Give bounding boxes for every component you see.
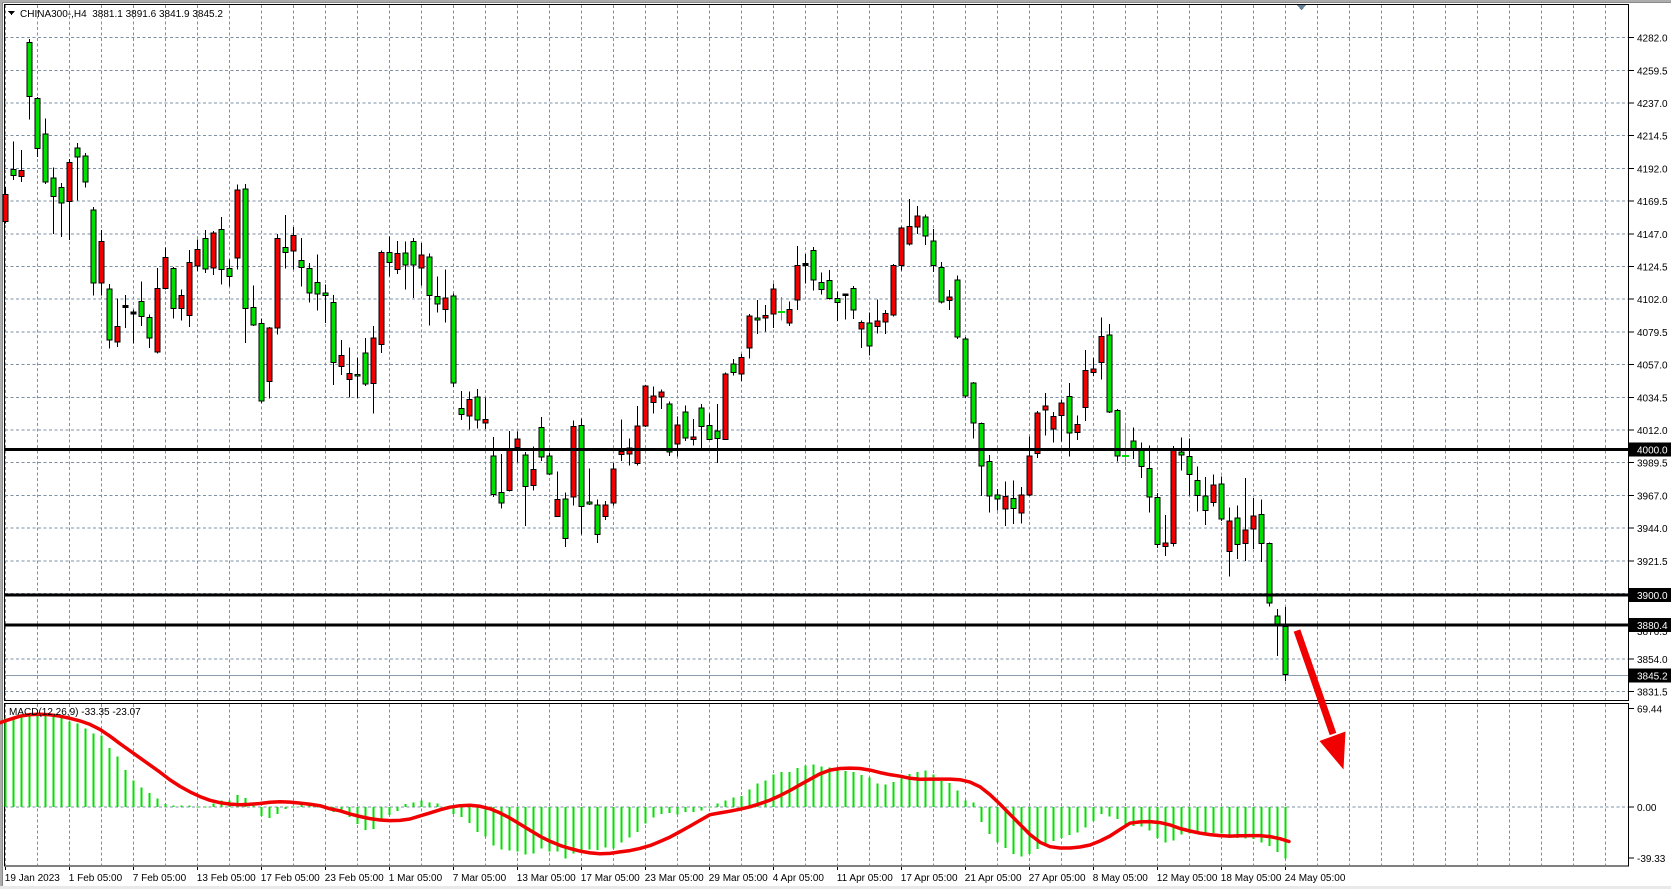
svg-text:12 May 05:00: 12 May 05:00 <box>1157 873 1218 884</box>
svg-text:18 May 05:00: 18 May 05:00 <box>1221 873 1282 884</box>
svg-text:MACD(12,26,9) -33.35 -23.07: MACD(12,26,9) -33.35 -23.07 <box>9 707 141 718</box>
svg-text:4102.0: 4102.0 <box>1637 295 1668 306</box>
svg-text:4282.0: 4282.0 <box>1637 34 1668 45</box>
svg-text:4124.5: 4124.5 <box>1637 263 1668 274</box>
svg-text:4079.5: 4079.5 <box>1637 328 1668 339</box>
svg-text:1 Mar 05:00: 1 Mar 05:00 <box>389 873 443 884</box>
svg-text:3876.5: 3876.5 <box>1637 627 1668 638</box>
svg-text:3831.5: 3831.5 <box>1637 688 1668 699</box>
svg-text:3921.5: 3921.5 <box>1637 557 1668 568</box>
svg-text:3854.0: 3854.0 <box>1637 655 1668 666</box>
svg-text:4012.0: 4012.0 <box>1637 426 1668 437</box>
svg-text:4 Apr 05:00: 4 Apr 05:00 <box>773 873 825 884</box>
svg-text:24 May 05:00: 24 May 05:00 <box>1285 873 1346 884</box>
svg-text:4237.0: 4237.0 <box>1637 99 1668 110</box>
svg-text:29 Mar 05:00: 29 Mar 05:00 <box>709 873 768 884</box>
svg-text:3845.2: 3845.2 <box>1637 672 1668 683</box>
svg-text:17 Apr 05:00: 17 Apr 05:00 <box>901 873 958 884</box>
svg-text:4214.5: 4214.5 <box>1637 132 1668 143</box>
svg-text:4147.0: 4147.0 <box>1637 230 1668 241</box>
svg-text:4259.5: 4259.5 <box>1637 66 1668 77</box>
svg-text:23 Mar 05:00: 23 Mar 05:00 <box>645 873 704 884</box>
svg-text:3967.0: 3967.0 <box>1637 491 1668 502</box>
svg-text:0.00: 0.00 <box>1637 803 1657 814</box>
svg-text:11 Apr 05:00: 11 Apr 05:00 <box>837 873 893 884</box>
svg-text:13 Feb 05:00: 13 Feb 05:00 <box>197 873 256 884</box>
svg-text:23 Feb 05:00: 23 Feb 05:00 <box>325 873 384 884</box>
svg-text:13 Mar 05:00: 13 Mar 05:00 <box>517 873 576 884</box>
svg-text:21 Apr 05:00: 21 Apr 05:00 <box>965 873 1022 884</box>
svg-text:17 Mar 05:00: 17 Mar 05:00 <box>581 873 640 884</box>
svg-text:CHINA300-,H4 3881.1 3891.6 38: CHINA300-,H4 3881.1 3891.6 3841.9 3845.2 <box>20 9 223 20</box>
svg-text:1 Feb 05:00: 1 Feb 05:00 <box>69 873 123 884</box>
svg-text:3989.5: 3989.5 <box>1637 459 1668 470</box>
svg-text:69.44: 69.44 <box>1637 705 1662 716</box>
svg-text:3900.0: 3900.0 <box>1637 591 1668 602</box>
svg-text:3880.4: 3880.4 <box>1637 621 1668 632</box>
svg-text:7 Feb 05:00: 7 Feb 05:00 <box>133 873 187 884</box>
svg-text:4057.0: 4057.0 <box>1637 361 1668 372</box>
svg-text:8 May 05:00: 8 May 05:00 <box>1093 873 1148 884</box>
svg-text:4000.0: 4000.0 <box>1637 445 1668 456</box>
svg-text:4034.5: 4034.5 <box>1637 393 1668 404</box>
svg-text:7 Mar 05:00: 7 Mar 05:00 <box>453 873 507 884</box>
svg-text:19 Jan 2023: 19 Jan 2023 <box>5 873 60 884</box>
svg-text:4192.0: 4192.0 <box>1637 164 1668 175</box>
svg-text:4169.5: 4169.5 <box>1637 197 1668 208</box>
svg-text:17 Feb 05:00: 17 Feb 05:00 <box>261 873 320 884</box>
svg-text:-39.33: -39.33 <box>1637 854 1666 865</box>
svg-text:27 Apr 05:00: 27 Apr 05:00 <box>1029 873 1086 884</box>
svg-text:3944.0: 3944.0 <box>1637 524 1668 535</box>
